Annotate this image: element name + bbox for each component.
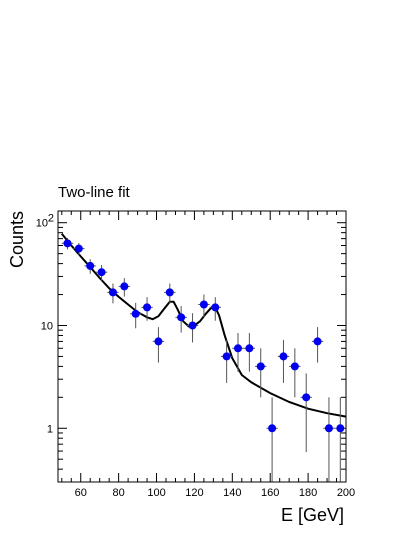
data-point — [279, 352, 288, 361]
x-tick-label: 60 — [75, 487, 87, 499]
fit-curve — [61, 233, 347, 418]
x-tick-label: 180 — [299, 487, 317, 499]
data-point — [302, 393, 311, 402]
data-point — [154, 337, 163, 346]
x-tick-label: 100 — [147, 487, 165, 499]
data-point — [86, 261, 95, 270]
y-tick-label: 1 — [47, 423, 53, 435]
data-point — [211, 303, 220, 312]
data-point — [143, 303, 152, 312]
data-point — [108, 288, 117, 297]
data-point — [199, 300, 208, 309]
x-tick-label: 200 — [337, 487, 355, 499]
y-axis-title: Counts — [7, 211, 27, 268]
x-axis-title: E [GeV] — [281, 505, 344, 525]
data-point — [165, 288, 174, 297]
y-tick-exponent: 2 — [48, 213, 54, 225]
x-tick-label: 120 — [185, 487, 203, 499]
data-point — [131, 309, 140, 318]
data-point — [336, 424, 345, 433]
plot-frame — [57, 210, 347, 483]
data-point — [290, 362, 299, 371]
data-point — [177, 313, 186, 322]
y-tick-label: 10 — [41, 320, 53, 332]
data-point — [63, 239, 72, 248]
y-tick-label: 10 — [36, 218, 48, 230]
chart-title: Two-line fit — [58, 184, 131, 201]
data-point — [256, 362, 265, 371]
data-point — [222, 352, 231, 361]
data-point — [188, 321, 197, 330]
data-point — [268, 424, 277, 433]
data-point — [120, 282, 129, 291]
data-point — [324, 424, 333, 433]
data-points-layer — [61, 238, 346, 482]
data-point — [74, 244, 83, 253]
data-point — [313, 337, 322, 346]
data-point — [234, 344, 242, 353]
data-point — [245, 344, 254, 353]
fit-curve-layer — [61, 233, 347, 418]
x-tick-label: 160 — [261, 487, 279, 499]
x-tick-label: 140 — [223, 487, 241, 499]
x-tick-label: 80 — [113, 487, 125, 499]
data-point — [97, 268, 106, 277]
